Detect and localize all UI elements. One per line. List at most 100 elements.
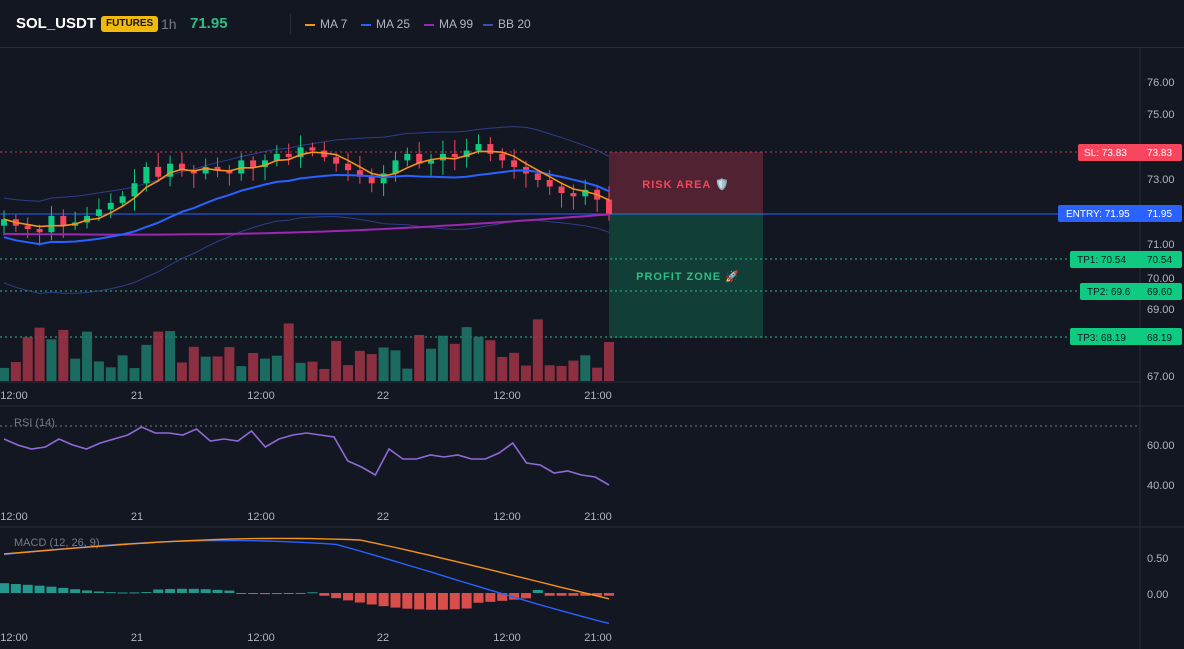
legend-bb20[interactable]: BB 20: [483, 17, 531, 31]
macd-time-tick-5: 12:00: [493, 632, 521, 644]
candle-body: [226, 170, 233, 174]
macd-histogram-bar: [544, 593, 555, 596]
volume-bar: [354, 350, 365, 381]
ma7-line: [3, 150, 610, 228]
volume-bar: [259, 358, 270, 381]
price-tick-73: 73.00: [1147, 174, 1175, 186]
volume-bar: [580, 355, 591, 381]
macd-histogram-bar: [437, 593, 448, 610]
tp3-tag-label: TP3: 68.19: [1077, 333, 1126, 344]
price-tick-70: 70.00: [1147, 273, 1175, 285]
volume-bar: [378, 347, 389, 381]
candle-body: [24, 225, 31, 229]
macd-histogram-bar: [212, 589, 223, 593]
candle-body: [511, 160, 518, 167]
candle-body: [95, 209, 102, 216]
volume-bar: [93, 361, 104, 381]
main-time-tick-3: 12:00: [247, 390, 275, 402]
rsi-path: [3, 426, 610, 486]
volume-bar: [485, 340, 496, 381]
candle-body: [214, 166, 221, 171]
rsi-time-tick-1: 12:00: [0, 511, 28, 523]
rsi-time-tick-2: 21: [131, 511, 143, 523]
candle-body: [190, 170, 197, 174]
macd-tick-050: 0.50: [1147, 553, 1168, 565]
futures-badge: FUTURES: [101, 16, 159, 32]
macd-histogram-bar: [485, 593, 496, 602]
volume-bar: [509, 352, 520, 381]
volume-bar: [224, 347, 235, 381]
volume-bar: [473, 336, 484, 381]
macd-histogram-bar: [509, 593, 520, 600]
candle-body: [131, 183, 138, 197]
candle-body: [202, 166, 209, 174]
legend-ma7[interactable]: MA 7: [305, 17, 347, 31]
candlestick-series: [1, 134, 612, 246]
volume-bar: [10, 362, 21, 381]
candle-body: [1, 219, 7, 226]
macd-histogram-bar: [224, 590, 235, 593]
volume-bar: [271, 355, 282, 381]
main-time-tick-2: 21: [131, 390, 143, 402]
candle-body: [107, 202, 114, 210]
ma25-line: [3, 169, 610, 246]
candle-body: [261, 160, 268, 167]
macd-histogram-bar: [58, 587, 69, 593]
legend-ma25[interactable]: MA 25: [361, 17, 410, 31]
candle-body: [558, 186, 565, 194]
volume-bar: [58, 329, 69, 381]
bb-upper-line: [3, 126, 610, 202]
sl-tag-value: 73.83: [1147, 148, 1172, 159]
macd-histogram-bar: [378, 593, 389, 607]
candle-body: [499, 153, 506, 161]
legend-ma99[interactable]: MA 99: [424, 17, 473, 31]
header-divider: [290, 14, 291, 34]
candle-body: [546, 180, 553, 187]
macd-histogram-bar: [176, 588, 187, 593]
macd-histogram-bar: [141, 592, 152, 594]
candle-body: [238, 160, 245, 174]
rsi-tick-60: 60.00: [1147, 440, 1175, 452]
macd-histogram-bar: [532, 589, 543, 593]
candle-body: [475, 144, 482, 151]
macd-histogram-bar: [34, 585, 45, 593]
signal-line: [3, 537, 610, 600]
macd-histogram-bar: [188, 588, 199, 593]
volume-bar: [283, 323, 294, 381]
rsi-line: [3, 426, 610, 486]
volume-bar: [426, 348, 437, 381]
volume-histogram: [0, 319, 614, 381]
macd-histogram-bar: [414, 593, 425, 610]
volume-bar: [437, 335, 448, 381]
volume-bar: [236, 366, 247, 381]
legend-ma99-label: MA 99: [439, 17, 474, 31]
tp1-tag-label: TP1: 70.54: [1077, 255, 1126, 266]
volume-bar: [604, 341, 614, 381]
rsi-time-tick-5: 12:00: [493, 511, 521, 523]
candle-body: [582, 189, 589, 197]
candle-body: [451, 153, 458, 158]
macd-histogram-bar: [283, 593, 294, 594]
macd-histogram-bar: [271, 593, 282, 595]
sl-tag-label: SL: 73.83: [1084, 148, 1127, 159]
candle-body: [285, 153, 292, 158]
ma99-swatch: [424, 23, 434, 26]
macd-histogram-bar: [117, 592, 128, 594]
macd-histogram-bar: [248, 593, 259, 594]
volume-bar: [46, 339, 57, 381]
macd-histogram-bar: [259, 593, 270, 595]
tp2-tag-value: 69.60: [1147, 287, 1172, 298]
ma99-line: [3, 213, 610, 236]
candle-body: [297, 147, 304, 158]
macd-histogram-bar: [592, 593, 603, 596]
timeframe-selector[interactable]: 1h: [161, 16, 177, 32]
macd-histogram-bar: [129, 592, 140, 594]
volume-bar: [248, 352, 259, 381]
candle-body: [155, 166, 162, 177]
volume-bar: [544, 365, 555, 381]
symbol-title[interactable]: SOL_USDT: [16, 15, 97, 32]
main-time-tick-4: 22: [377, 390, 389, 402]
main-time-tick-1: 12:00: [0, 390, 28, 402]
volume-bar: [0, 367, 9, 381]
